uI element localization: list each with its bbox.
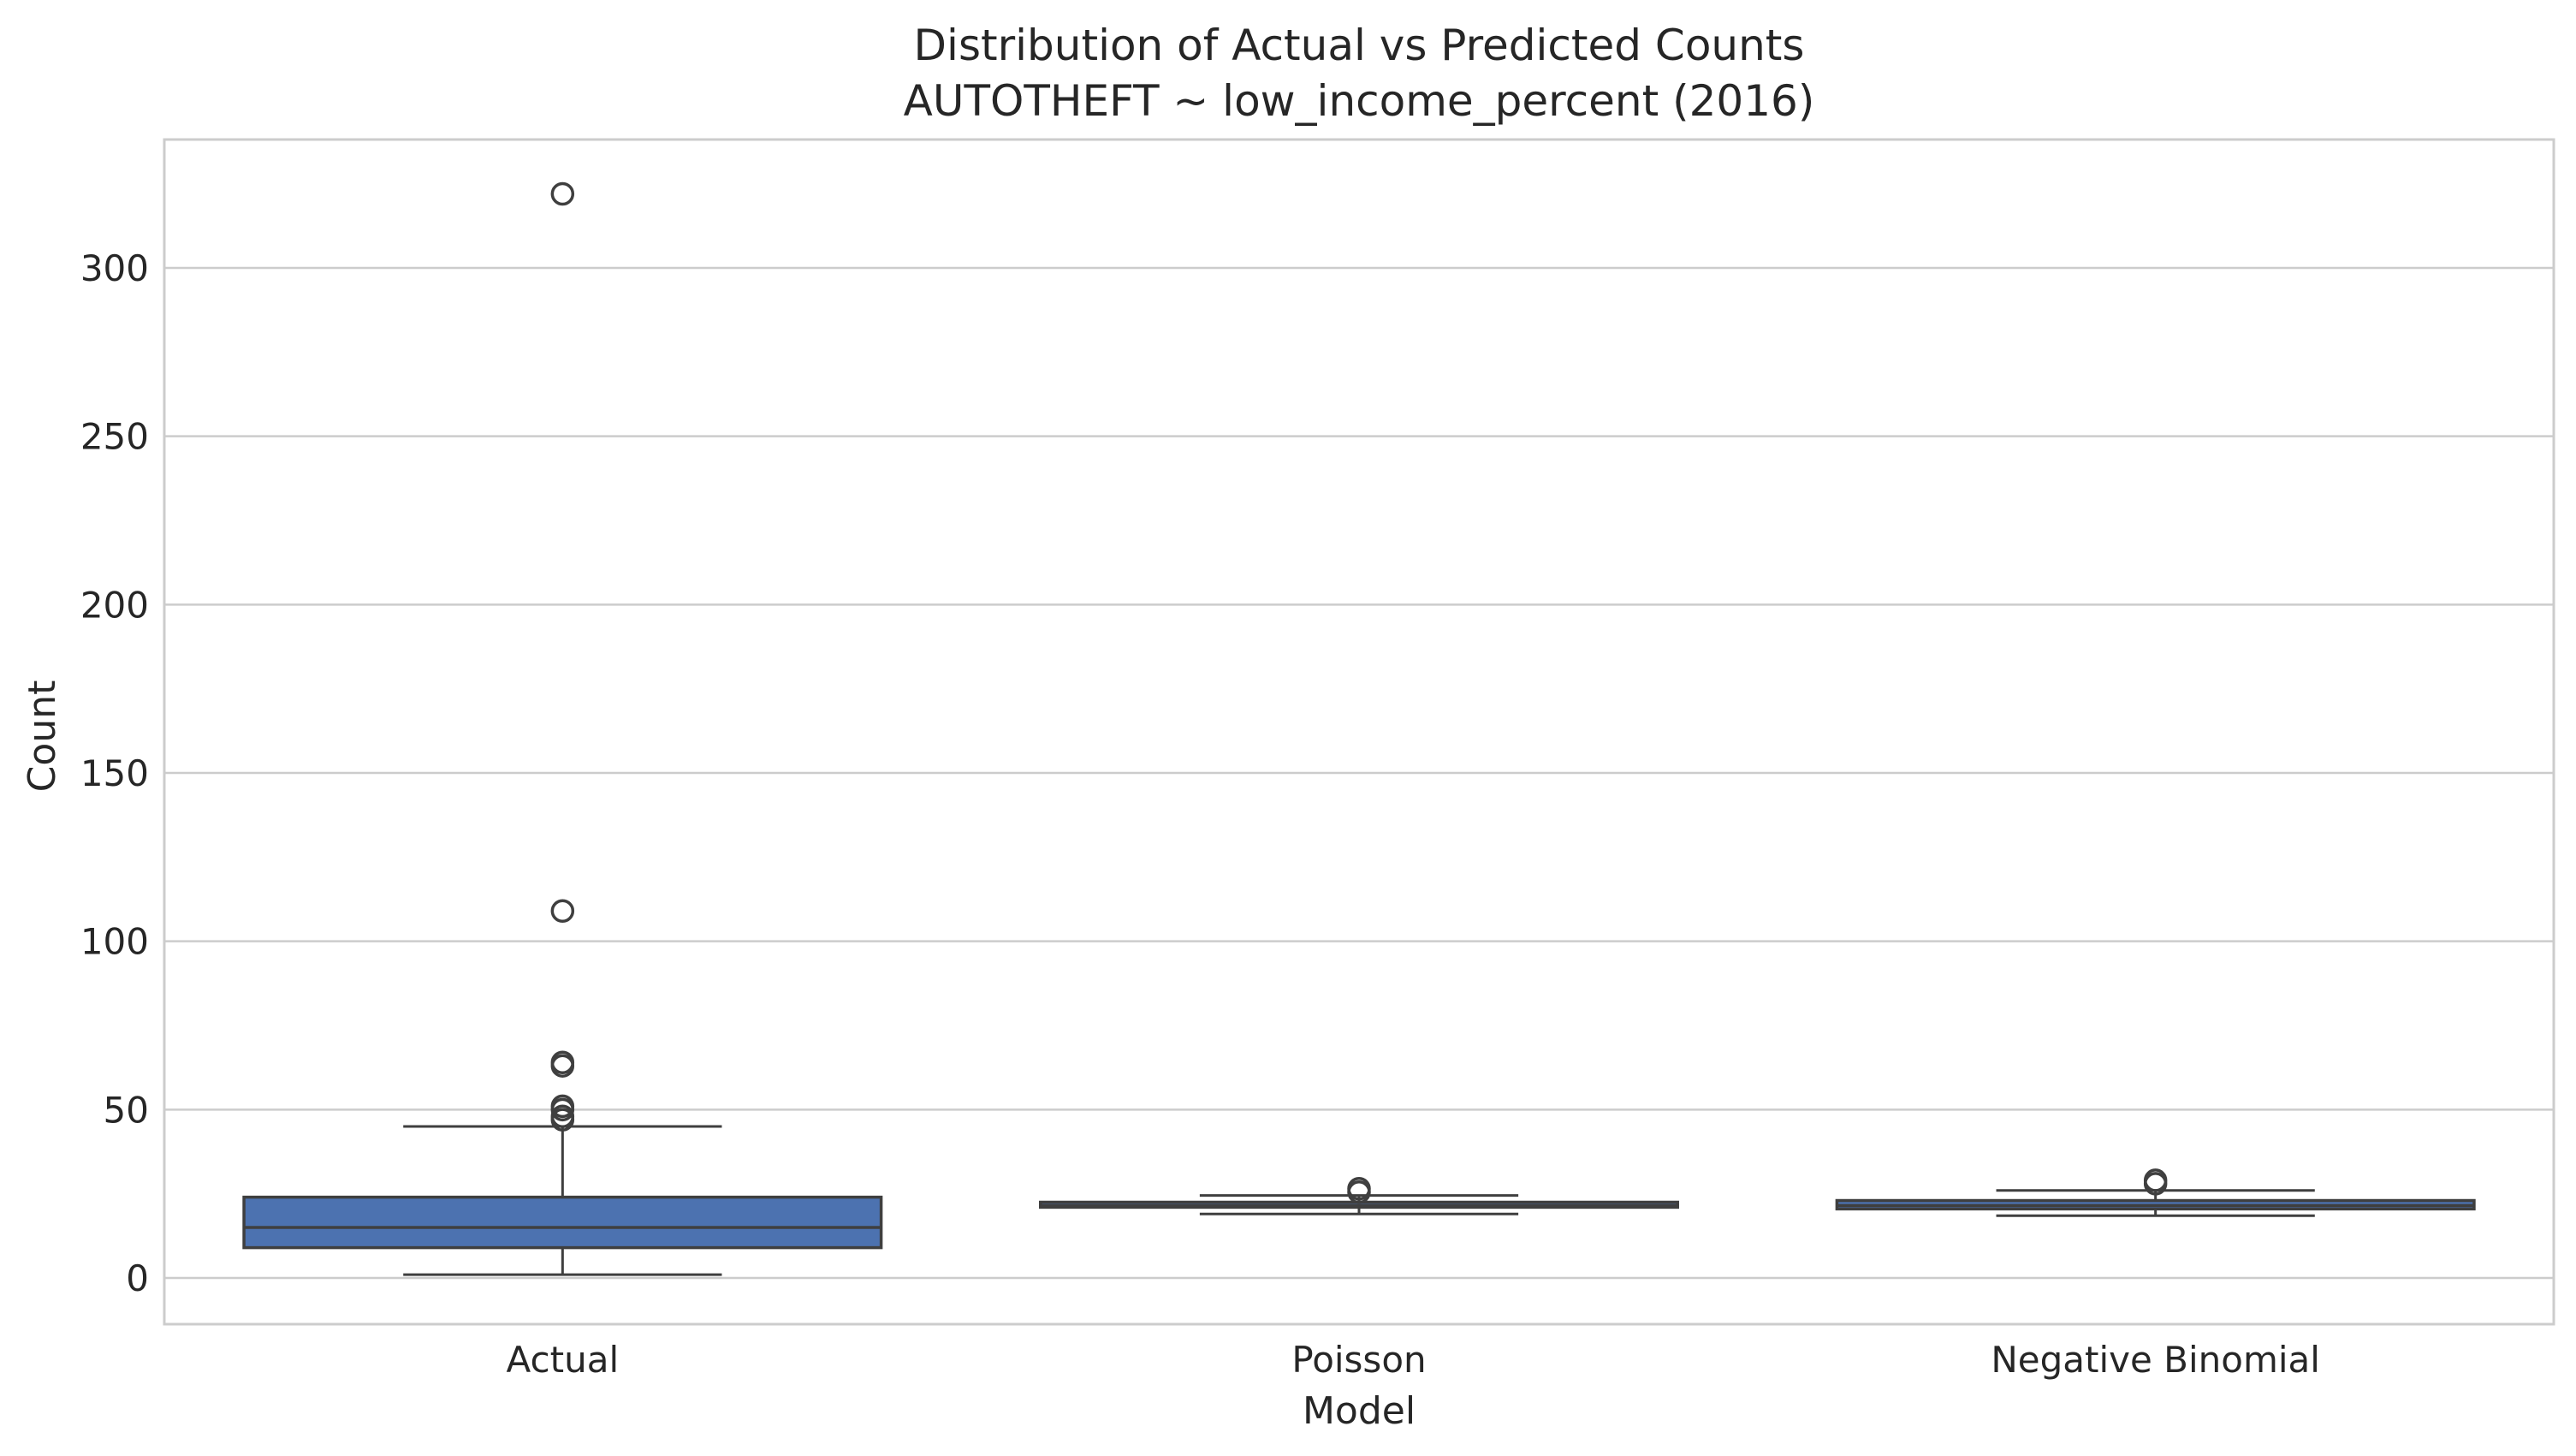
- y-tick-label-100: 100: [80, 921, 149, 963]
- box-group-0: [242, 181, 883, 1276]
- iqr-box: [242, 1195, 883, 1250]
- outlier-point-6: [550, 899, 575, 924]
- y-axis-label: Count: [21, 680, 64, 793]
- outlier-point-1: [2143, 1168, 2168, 1192]
- y-tick-label-200: 200: [80, 584, 149, 626]
- outlier-point-7: [550, 181, 575, 206]
- y-tick-label-150: 150: [80, 752, 149, 794]
- outlier-point-3: [550, 1094, 575, 1119]
- x-tick-label-1: Poisson: [1291, 1339, 1426, 1381]
- x-tick-label-2: Negative Binomial: [1991, 1339, 2320, 1381]
- x-tick-label-0: Actual: [507, 1339, 620, 1381]
- box-series: [242, 181, 2476, 1276]
- y-tick-label-50: 50: [104, 1089, 149, 1131]
- x-axis-ticks: Actual Poisson Negative Binomial: [507, 1339, 2320, 1381]
- chart-subtitle: AUTOTHEFT ~ low_income_percent (2016): [904, 76, 1815, 126]
- outlier-point-1: [1347, 1177, 1371, 1201]
- y-tick-label-0: 0: [126, 1257, 149, 1299]
- box-group-1: [1038, 1177, 1680, 1215]
- outlier-point-5: [550, 1050, 575, 1075]
- box-group-2: [1835, 1168, 2476, 1217]
- y-tick-label-250: 250: [80, 416, 149, 458]
- outlier-point-1: [550, 1104, 575, 1128]
- y-tick-label-300: 300: [80, 247, 149, 289]
- chart-title: Distribution of Actual vs Predicted Coun…: [914, 21, 1805, 70]
- x-axis-label: Model: [1303, 1389, 1416, 1433]
- plot-area-frame: [163, 138, 2555, 1326]
- y-axis-ticks: 0 50 100 150 200 250 300: [80, 247, 149, 1299]
